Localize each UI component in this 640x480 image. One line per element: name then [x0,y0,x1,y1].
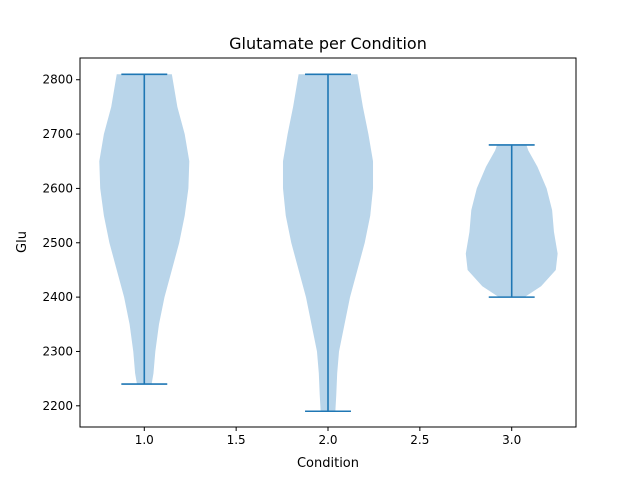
y-tick-label: 2400 [42,290,73,304]
x-axis-label: Condition [297,456,359,471]
x-tick-label: 1.5 [227,433,246,447]
violin-series [99,73,558,413]
y-tick-label: 2600 [42,181,73,195]
x-tick-label: 3.0 [502,433,521,447]
y-tick-label: 2800 [42,73,73,87]
y-tick-label: 2700 [42,127,73,141]
y-axis: 2200 2300 2400 2500 2600 2700 2800 [42,73,80,413]
chart-title: Glutamate per Condition [229,34,427,53]
y-axis-label: Glu [15,231,30,253]
x-axis: 1.0 1.5 2.0 2.5 3.0 [135,427,521,447]
x-tick-label: 2.5 [410,433,429,447]
x-tick-label: 2.0 [318,433,337,447]
y-tick-label: 2500 [42,236,73,250]
x-tick-label: 1.0 [135,433,154,447]
y-tick-label: 2300 [42,344,73,358]
y-tick-label: 2200 [42,399,73,413]
